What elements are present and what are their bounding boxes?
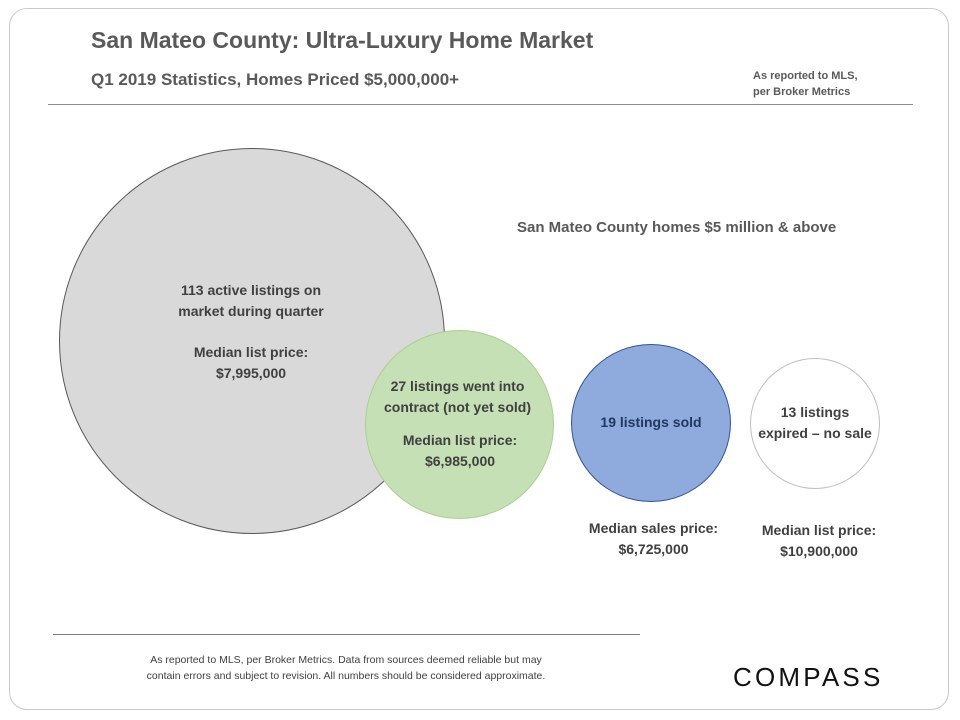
contract-listings-line-1: 27 listings went into [390,378,525,394]
contract-listings-price: Median list price: $6,985,000 [385,430,535,472]
active-price-value: $7,995,000 [215,365,287,381]
contract-listings-label: 27 listings went into contract (not yet … [375,376,540,418]
source-note-line-1: As reported to MLS, [753,70,858,82]
page-title: San Mateo County: Ultra-Luxury Home Mark… [91,27,594,53]
footnote: As reported to MLS, per Broker Metrics. … [96,652,596,684]
source-note: As reported to MLS, per Broker Metrics [753,68,858,100]
sold-listings-label: 19 listings sold [581,412,721,433]
sold-listings-line-1: 19 listings sold [600,414,702,430]
compass-logo: COMPASS [733,662,884,692]
active-listings-label: 113 active listings on market during qua… [151,280,351,322]
contract-price-value: $6,985,000 [424,453,496,469]
footnote-line-1: As reported to MLS, per Broker Metrics. … [150,654,542,666]
expired-price-label: Median list price: [761,522,877,538]
expired-listings-line-1: 13 listings [780,404,850,420]
active-listings-line-1: 113 active listings on [180,282,322,298]
header-divider [48,104,913,105]
compass-logo-text: COMPASS [733,662,884,692]
contract-listings-bubble [365,330,554,519]
expired-listings-bubble [750,358,880,489]
diagram-caption: San Mateo County homes $5 million & abov… [517,219,837,236]
page-subtitle: Q1 2019 Statistics, Homes Priced $5,000,… [91,70,460,89]
active-price-label: Median list price: [193,344,309,360]
expired-listings-label: 13 listings expired – no sale [752,402,878,444]
expired-listings-line-2: expired – no sale [758,425,872,441]
contract-listings-line-2: contract (not yet sold) [383,399,531,415]
footer-divider [53,634,640,635]
active-listings-line-2: market during quarter [178,303,324,319]
sold-price-value: $6,725,000 [618,541,689,557]
expired-listings-price: Median list price: $10,900,000 [744,520,894,562]
contract-price-label: Median list price: [402,432,518,448]
source-note-line-2: per Broker Metrics [753,86,851,98]
sold-price-label: Median sales price: [588,520,719,536]
footnote-line-2: contain errors and subject to revision. … [146,670,546,682]
active-listings-price: Median list price: $7,995,000 [151,342,351,384]
sold-listings-bubble [571,344,731,502]
expired-price-value: $10,900,000 [780,543,858,559]
sold-listings-price: Median sales price: $6,725,000 [571,518,736,560]
